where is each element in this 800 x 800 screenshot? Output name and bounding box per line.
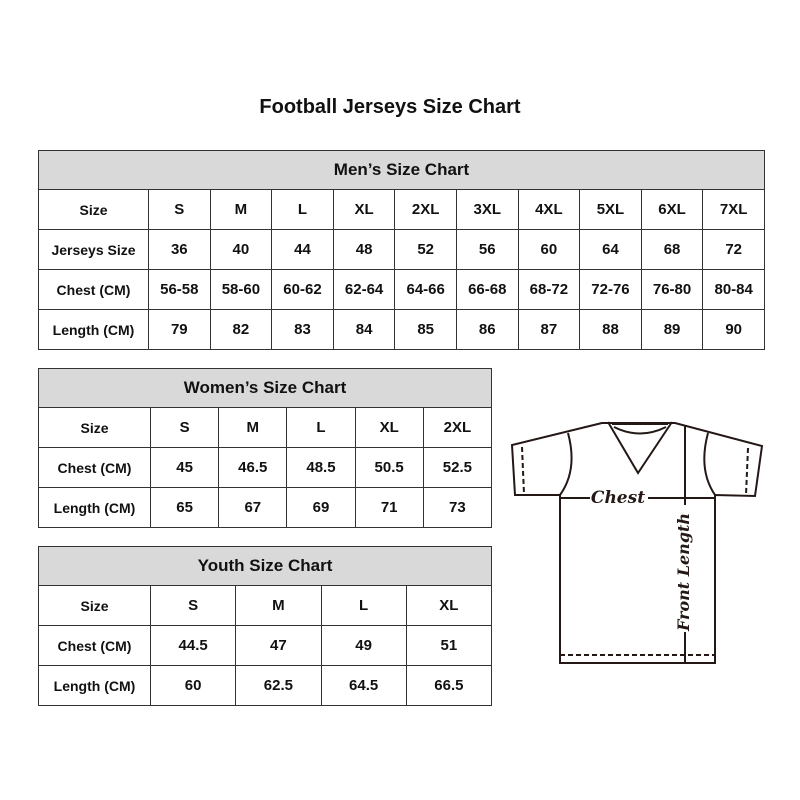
row-label: Chest (CM) [38,447,151,488]
table-cell: 56-58 [148,269,211,310]
youth-size-table: Youth Size Chart Size S M L XL Chest (CM) 44.5… [38,546,493,706]
table-cell: XL [332,189,396,230]
table-cell: 72-76 [579,269,642,310]
youth-table-title: Youth Size Chart [38,546,492,586]
jersey-outline [510,422,764,664]
table-cell: XL [354,407,424,448]
table-cell: 48.5 [286,447,356,488]
table-cell: 49 [320,625,407,666]
table-cell: 68-72 [517,269,581,310]
table-cell: 50.5 [354,447,424,488]
table-cell: 51 [405,625,493,666]
chest-label: Chest [591,488,645,508]
row-label: Size [38,189,149,230]
row-label: Chest (CM) [38,625,151,666]
row-label: Length (CM) [38,487,151,528]
table-cell: 69 [286,487,356,528]
table-cell: 82 [209,309,273,350]
table-cell: 60-62 [271,269,334,310]
table-cell: 90 [702,309,765,350]
table-cell: L [320,585,407,626]
table-cell: XL [405,585,493,626]
table-cell: 68 [640,229,704,270]
table-row: Chest (CM) 45 46.5 48.5 50.5 52.5 [38,447,493,488]
table-cell: 60 [517,229,581,270]
table-cell: 7XL [702,189,765,230]
row-label: Size [38,585,151,626]
page-title: Football Jerseys Size Chart [259,96,521,118]
table-cell: 66-68 [455,269,519,310]
table-cell: 5XL [579,189,642,230]
table-cell: L [286,407,356,448]
table-row: Length (CM) 65 67 69 71 73 [38,487,493,528]
table-cell: 85 [394,309,457,350]
table-cell: 79 [148,309,211,350]
table-cell: 64.5 [320,665,407,706]
row-label: Size [38,407,151,448]
table-row: Size S M L XL 2XL [38,407,493,448]
table-cell: 44.5 [149,625,237,666]
table-cell: L [271,189,334,230]
mens-table-title: Men’s Size Chart [38,150,765,190]
table-cell: 62-64 [332,269,396,310]
table-cell: 45 [149,447,220,488]
table-cell: 2XL [422,407,493,448]
table-cell: 62.5 [235,665,322,706]
table-cell: 52.5 [422,447,493,488]
table-cell: 87 [517,309,581,350]
table-row: Length (CM) 60 62.5 64.5 66.5 [38,665,493,706]
table-cell: 80-84 [702,269,765,310]
table-cell: 88 [579,309,642,350]
table-row: Size S M L XL 2XL 3XL 4XL 5XL 6XL 7XL [38,189,765,230]
row-label: Length (CM) [38,309,149,350]
table-cell: S [149,407,220,448]
womens-size-table: Women’s Size Chart Size S M L XL 2XL Chest (CM… [38,368,493,528]
table-cell: S [149,585,237,626]
table-cell: 71 [354,487,424,528]
table-row: Size S M L XL [38,585,493,626]
table-cell: 47 [235,625,322,666]
table-cell: 36 [148,229,211,270]
table-cell: 44 [271,229,334,270]
table-cell: 60 [149,665,237,706]
table-cell: 6XL [640,189,704,230]
table-cell: 48 [332,229,396,270]
table-cell: 66.5 [405,665,493,706]
table-row: Chest (CM) 44.5 47 49 51 [38,625,493,666]
table-cell: 65 [149,487,220,528]
table-cell: 86 [455,309,519,350]
womens-table-title: Women’s Size Chart [38,368,492,408]
table-cell: M [235,585,322,626]
row-label: Jerseys Size [38,229,149,270]
table-cell: 76-80 [640,269,704,310]
table-row: Jerseys Size 36 40 44 48 52 56 60 64 68 72 [38,229,765,270]
table-cell: 73 [422,487,493,528]
table-cell: M [218,407,288,448]
mens-size-table: Men’s Size Chart Size S M L XL 2XL 3XL 4XL 5XL 6X… [38,150,765,350]
table-cell: 67 [218,487,288,528]
table-row: Length (CM) 79 82 83 84 85 86 87 88 89 90 [38,309,765,350]
front-length-label: Front Length [674,513,693,632]
table-cell: 40 [209,229,273,270]
table-cell: 84 [332,309,396,350]
